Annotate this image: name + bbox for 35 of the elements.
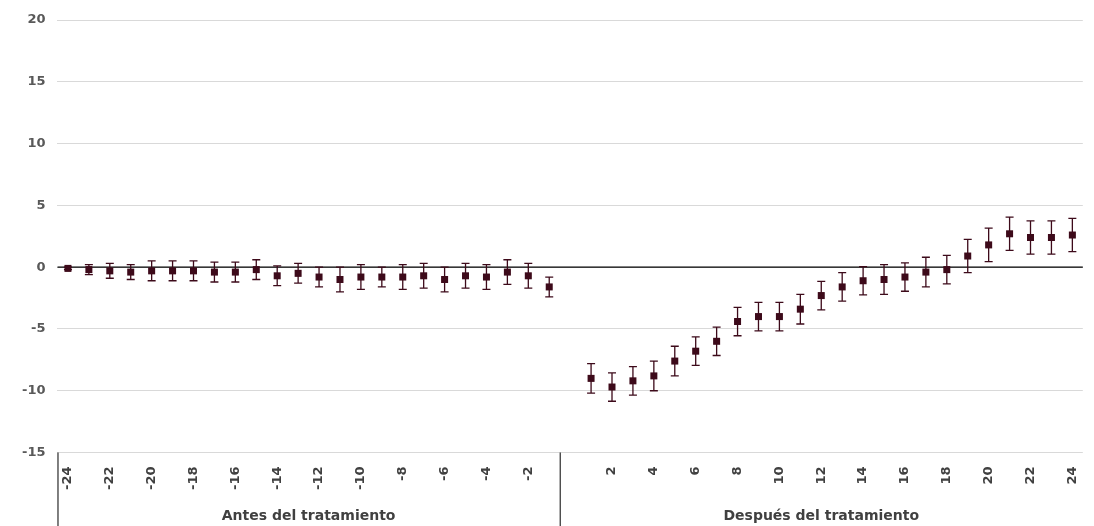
x-tick-label: 8 <box>728 466 744 476</box>
x-tick-label: 24 <box>1063 466 1079 485</box>
y-tick-label: 15 <box>27 73 46 89</box>
x-tick-label: 20 <box>980 466 996 485</box>
x-tick-label: -4 <box>477 466 493 481</box>
x-tick-label: -12 <box>310 466 326 491</box>
y-tick-label: 0 <box>36 258 46 274</box>
x-tick-label: 2 <box>603 466 619 476</box>
x-tick-label: 16 <box>896 466 912 485</box>
x-tick-label: 18 <box>938 466 954 485</box>
x-tick-label: 14 <box>854 466 870 485</box>
text: Antes del tratamiento <box>221 506 396 523</box>
x-tick-label: 12 <box>812 466 828 485</box>
x-tick-label: 6 <box>687 466 703 476</box>
x-tick-label: -14 <box>268 466 284 491</box>
y-tick-label: -10 <box>21 382 46 398</box>
x-tick-label: -2 <box>519 466 535 481</box>
x-tick-label: -20 <box>143 466 159 491</box>
y-tick-label: -5 <box>31 320 46 336</box>
y-tick-label: -15 <box>21 443 46 459</box>
x-tick-label: -24 <box>59 466 75 491</box>
x-tick-label: 10 <box>770 466 786 485</box>
x-tick-label: -8 <box>394 466 410 481</box>
text: Después del tratamiento <box>723 506 920 523</box>
x-tick-label: -22 <box>101 466 117 491</box>
point <box>1027 233 1035 241</box>
x-tick-label: -6 <box>435 466 451 481</box>
x-tick-label: 4 <box>645 466 661 476</box>
y-tick-label: 10 <box>27 134 46 150</box>
x-tick-label: -18 <box>184 466 200 491</box>
y-tick-label: 20 <box>27 11 46 27</box>
x-tick-label: -10 <box>352 466 368 491</box>
x-tick-label: 22 <box>1021 466 1037 485</box>
y-tick-label: 5 <box>36 196 46 212</box>
x-tick-label: -16 <box>226 466 242 491</box>
